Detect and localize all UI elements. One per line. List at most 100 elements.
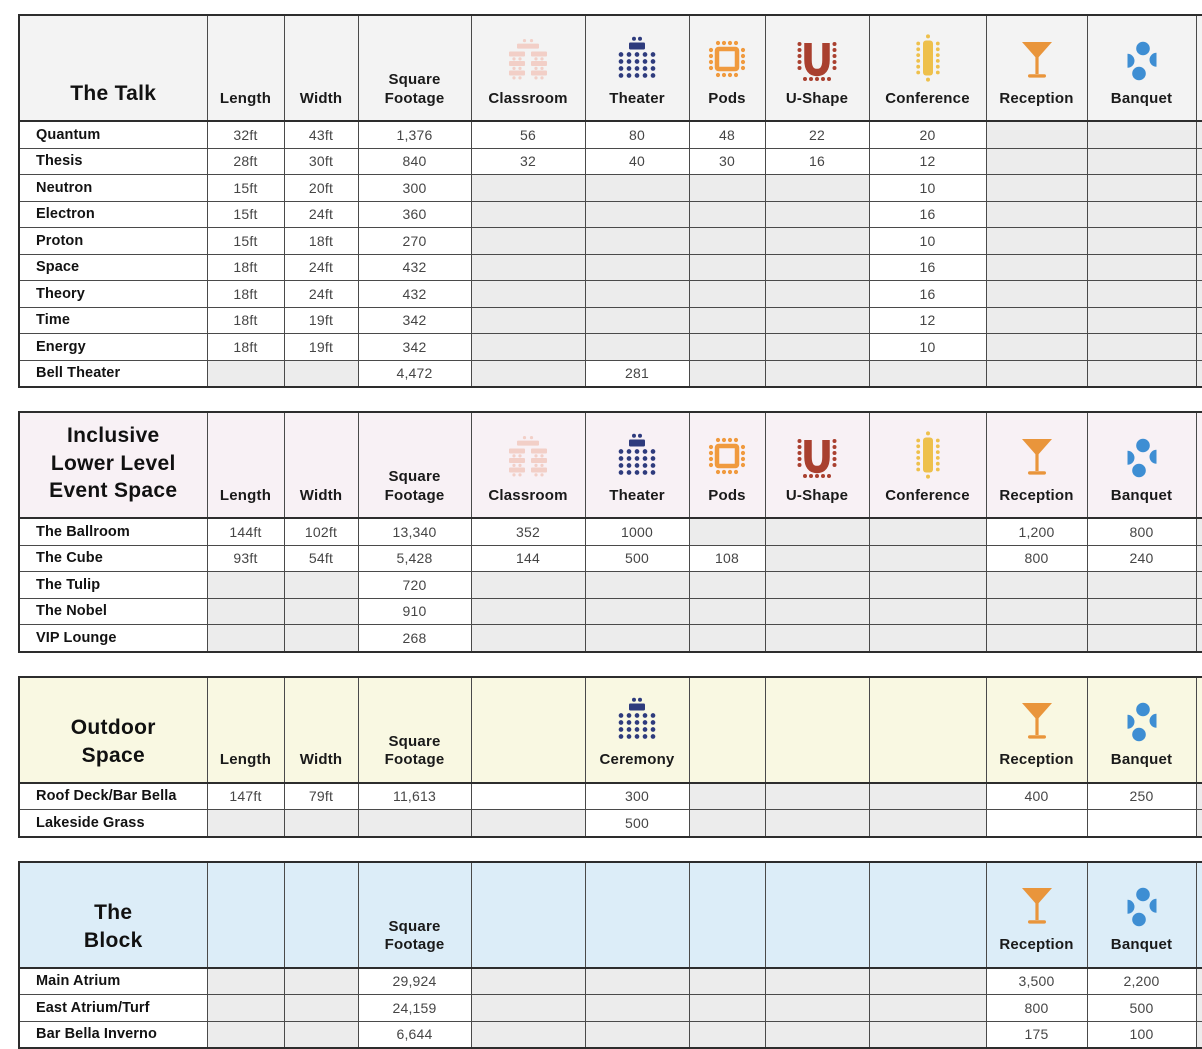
column-header-reception: Reception (986, 15, 1087, 121)
capacity-cell: 800 (986, 545, 1087, 572)
empty-cell (1087, 254, 1196, 281)
capacity-cell: 300 (358, 175, 471, 202)
capacity-cell: 18ft (207, 334, 284, 361)
capacity-cell: 16 (765, 148, 869, 175)
empty-cell (689, 783, 765, 810)
capacity-cell: 342 (358, 307, 471, 334)
empty-cell (986, 228, 1087, 255)
empty-cell (585, 598, 689, 625)
column-header-conference: Conference (869, 15, 986, 121)
capacity-cell: 13,340 (358, 518, 471, 545)
capacity-cell: 48 (689, 121, 765, 148)
capacity-cell: 43ft (284, 121, 358, 148)
column-label: Length (208, 90, 284, 108)
column-label: Width (285, 90, 358, 108)
table-title: The Block (20, 899, 207, 954)
capacity-cell: 4,472 (358, 360, 471, 387)
theater-icon (586, 433, 689, 479)
empty-cell (1087, 307, 1196, 334)
empty-cell (1087, 334, 1196, 361)
column-header-width: Width (284, 412, 358, 518)
blank-cell (986, 810, 1087, 837)
column-header-blank (689, 862, 765, 968)
clipped-cell (1196, 228, 1202, 255)
room-name-cell: Energy (19, 334, 207, 361)
capacity-cell: 281 (585, 360, 689, 387)
capacity-cell: 18ft (207, 307, 284, 334)
column-header-u-shape: U-Shape (765, 15, 869, 121)
column-header-length: Length (207, 15, 284, 121)
column-header-reception: Reception (986, 677, 1087, 783)
empty-cell (765, 334, 869, 361)
capacity-cell: 500 (585, 810, 689, 837)
capacity-cell: 20 (869, 121, 986, 148)
capacity-cell: 3,500 (986, 968, 1087, 995)
column-header-blank (869, 862, 986, 968)
empty-cell (765, 518, 869, 545)
column-label: Banquet (1088, 90, 1196, 108)
column-label: Width (285, 751, 358, 769)
blank-cell (471, 783, 585, 810)
empty-cell (471, 307, 585, 334)
empty-cell (869, 783, 986, 810)
empty-cell (358, 810, 471, 837)
room-name-cell: Roof Deck/Bar Bella (19, 783, 207, 810)
column-header-square-footage: Square Footage (358, 677, 471, 783)
empty-cell (869, 810, 986, 837)
capacity-cell: 19ft (284, 307, 358, 334)
capacity-cell: 144ft (207, 518, 284, 545)
theater-icon (586, 36, 689, 82)
capacity-cell: 500 (1087, 995, 1196, 1022)
empty-cell (689, 281, 765, 308)
empty-cell (689, 572, 765, 599)
u-shape-icon (766, 38, 869, 82)
empty-cell (869, 625, 986, 652)
empty-cell (986, 572, 1087, 599)
empty-cell (986, 175, 1087, 202)
column-label: Theater (586, 90, 689, 108)
empty-cell (284, 625, 358, 652)
banquet-icon (1088, 701, 1196, 743)
column-label: Length (208, 487, 284, 505)
reception-icon (987, 435, 1087, 479)
room-name-cell: The Ballroom (19, 518, 207, 545)
empty-cell (765, 572, 869, 599)
capacity-cell: 840 (358, 148, 471, 175)
empty-cell (471, 625, 585, 652)
banquet-icon (1088, 437, 1196, 479)
capacity-cell: 24ft (284, 281, 358, 308)
column-label: Square Footage (359, 918, 471, 955)
empty-cell (471, 598, 585, 625)
empty-cell (471, 995, 585, 1022)
empty-cell (986, 201, 1087, 228)
table-title: The Talk (20, 80, 207, 108)
room-name-cell: Thesis (19, 148, 207, 175)
capacity-cell: 2,200 (1087, 968, 1196, 995)
table-title-cell: Inclusive Lower Level Event Space (19, 412, 207, 518)
column-header-square-footage: Square Footage (358, 15, 471, 121)
capacity-cell: 500 (585, 545, 689, 572)
empty-cell (689, 518, 765, 545)
column-header-blank (207, 862, 284, 968)
capacity-cell: 108 (689, 545, 765, 572)
room-name-cell: Lakeside Grass (19, 810, 207, 837)
table-title-cell: The Talk (19, 15, 207, 121)
empty-cell (765, 175, 869, 202)
classroom-icon (472, 435, 585, 479)
capacity-cell: 29,924 (358, 968, 471, 995)
empty-cell (765, 783, 869, 810)
empty-cell (284, 360, 358, 387)
